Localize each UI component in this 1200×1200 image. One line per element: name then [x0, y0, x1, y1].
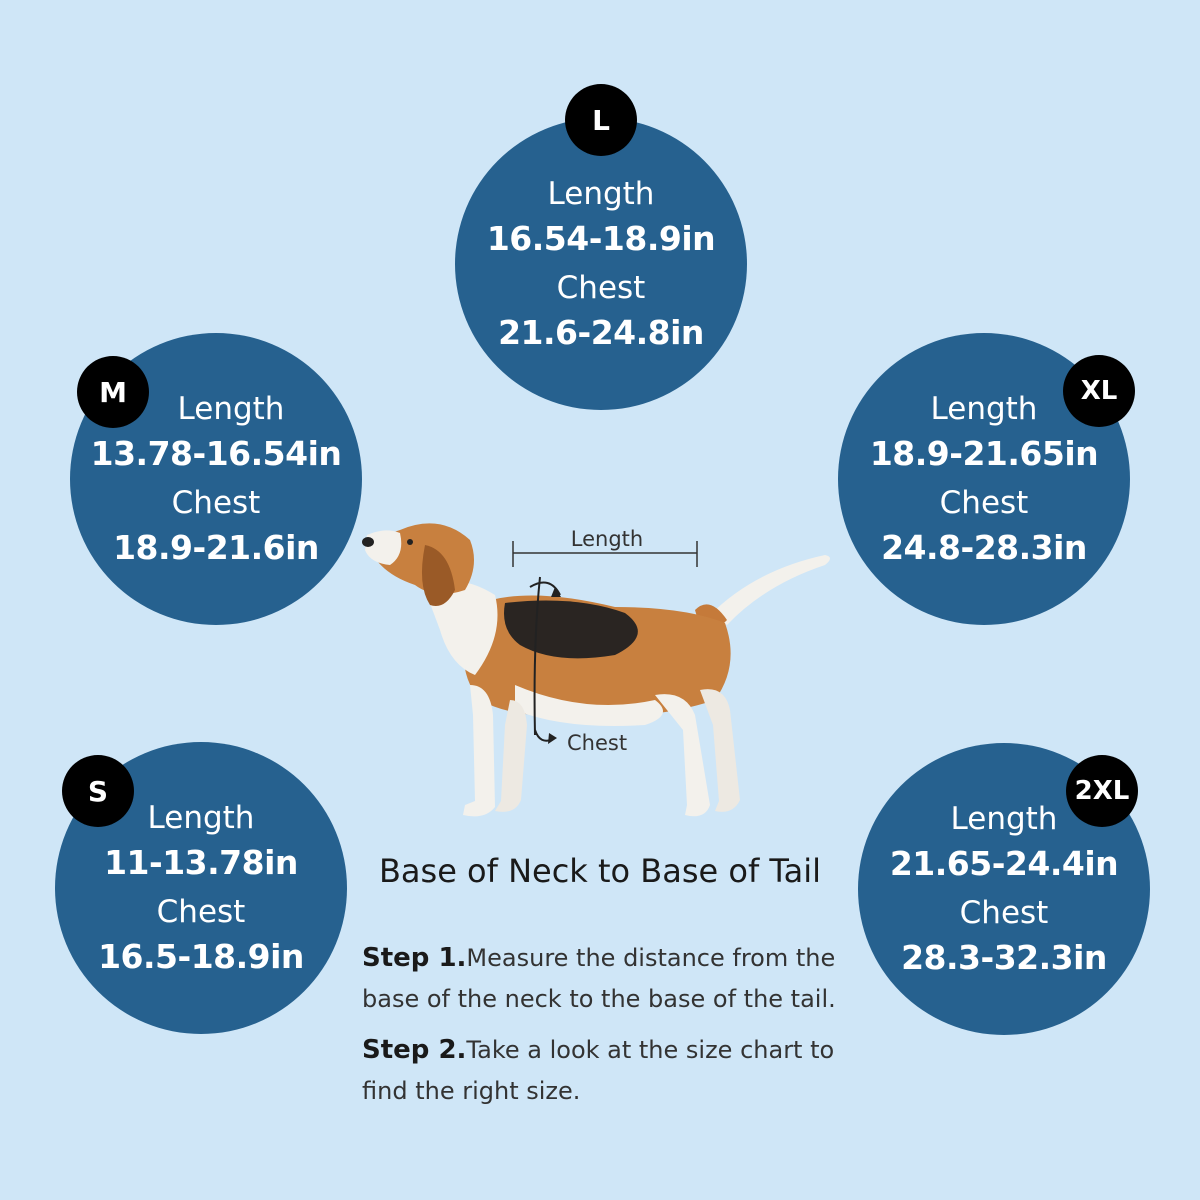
chest-label: Chest	[171, 485, 261, 521]
step-2-text: Take a look at the size chart to find th…	[362, 1036, 835, 1105]
chest-label: Chest	[556, 270, 646, 306]
dog-measurement-figure: Length Chest	[362, 523, 830, 817]
length-label: Length	[950, 801, 1058, 837]
chest-value: 24.8-28.3in	[881, 528, 1087, 567]
length-measure-label: Length	[571, 527, 643, 551]
size-circle-m: Length 13.78-16.54in Chest 18.9-21.6in	[70, 333, 362, 625]
chest-value: 18.9-21.6in	[113, 528, 319, 567]
chest-value: 21.6-24.8in	[498, 313, 704, 352]
dog-illustration	[362, 523, 830, 817]
length-label: Length	[147, 800, 255, 836]
size-circle-xl: Length 18.9-21.65in Chest 24.8-28.3in	[838, 333, 1130, 625]
length-label: Length	[930, 391, 1038, 427]
length-value: 21.65-24.4in	[889, 844, 1119, 883]
chest-value: 28.3-32.3in	[901, 938, 1107, 977]
step-1-label: Step 1.	[362, 943, 467, 973]
length-value: 18.9-21.65in	[869, 434, 1099, 473]
step-1-text: Measure the distance from the base of th…	[362, 944, 836, 1013]
length-value: 11-13.78in	[104, 843, 298, 882]
size-badge-s: S	[62, 755, 134, 827]
size-badge-l: L	[565, 84, 637, 156]
chest-measure-loop	[529, 576, 561, 744]
step-2-label: Step 2.	[362, 1035, 467, 1065]
chest-label: Chest	[939, 485, 1029, 521]
size-badge-2xl: 2XL	[1066, 755, 1138, 827]
length-label: Length	[547, 176, 655, 212]
chest-label: Chest	[156, 894, 246, 930]
size-badge-xl: XL	[1063, 355, 1135, 427]
chest-value: 16.5-18.9in	[98, 937, 304, 976]
chest-label: Chest	[959, 895, 1049, 931]
length-label: Length	[177, 391, 285, 427]
chest-measure-label: Chest	[567, 731, 627, 755]
length-value: 16.54-18.9in	[486, 219, 716, 258]
size-circle-l: Length 16.54-18.9in Chest 21.6-24.8in	[455, 118, 747, 410]
size-circle-2xl: Length 21.65-24.4in Chest 28.3-32.3in	[858, 743, 1150, 1035]
size-badge-m: M	[77, 356, 149, 428]
step-2: Step 2.Take a look at the size chart to …	[362, 1030, 842, 1112]
length-measure-line	[512, 541, 698, 567]
step-1: Step 1.Measure the distance from the bas…	[362, 938, 842, 1020]
length-value: 13.78-16.54in	[90, 434, 342, 473]
instructions-title: Base of Neck to Base of Tail	[378, 852, 822, 890]
